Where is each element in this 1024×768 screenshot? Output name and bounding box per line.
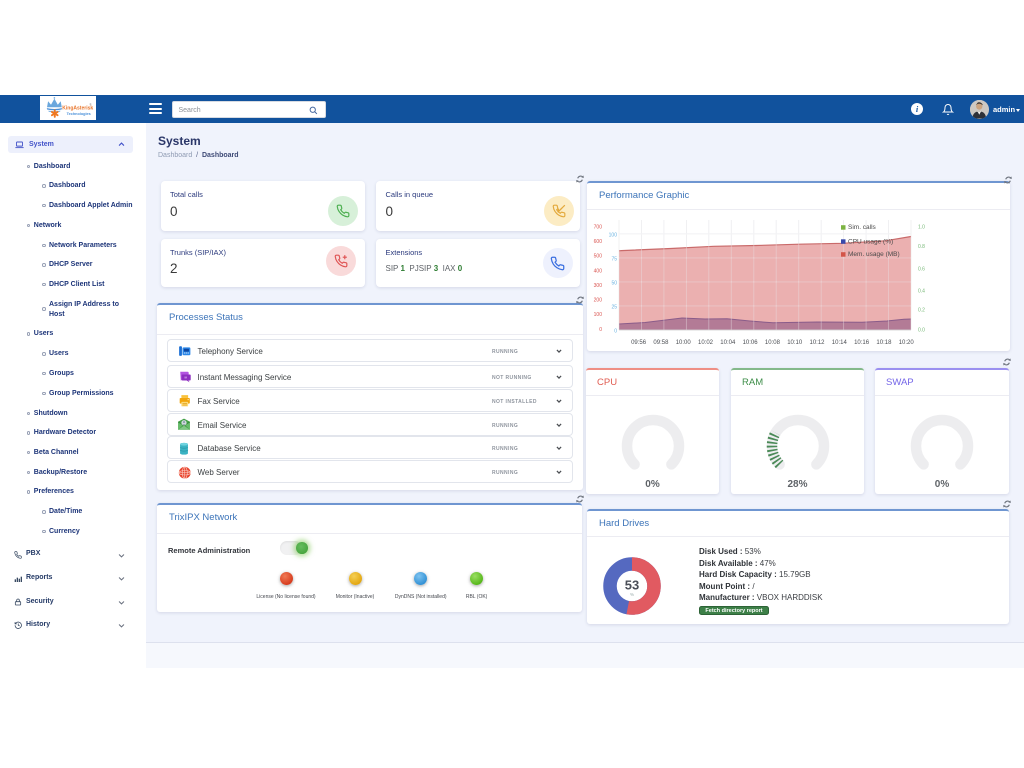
svg-text:Sim. calls: Sim. calls: [848, 224, 877, 231]
svg-text:500: 500: [594, 254, 603, 260]
svg-text:10:04: 10:04: [720, 340, 736, 346]
svg-text:Technologies: Technologies: [67, 112, 91, 116]
svg-text:0.0: 0.0: [918, 328, 925, 334]
svg-text:09:58: 09:58: [653, 340, 669, 346]
svg-text:0.8: 0.8: [918, 244, 925, 250]
svg-text:®: ®: [90, 103, 92, 107]
svg-text:25: 25: [611, 305, 617, 311]
svg-text:0: 0: [614, 329, 617, 335]
svg-text:1.0: 1.0: [918, 224, 925, 230]
svg-text:KingAsterisk: KingAsterisk: [62, 106, 93, 112]
svg-text:200: 200: [594, 298, 603, 304]
svg-text:300: 300: [594, 283, 603, 289]
svg-text:50: 50: [611, 281, 617, 287]
svg-text:10:20: 10:20: [899, 340, 915, 346]
svg-text:53: 53: [625, 578, 639, 593]
svg-text:10:14: 10:14: [832, 340, 848, 346]
svg-text:100: 100: [609, 233, 618, 239]
svg-text:10:16: 10:16: [854, 340, 870, 346]
svg-text:%: %: [630, 592, 634, 597]
svg-text:600: 600: [594, 239, 603, 245]
svg-text:10:02: 10:02: [698, 340, 714, 346]
svg-text:700: 700: [594, 224, 603, 230]
svg-text:400: 400: [594, 268, 603, 274]
svg-text:Mem. usage (MB): Mem. usage (MB): [848, 251, 900, 258]
svg-text:0: 0: [599, 327, 602, 333]
svg-text:10:10: 10:10: [787, 340, 803, 346]
svg-text:10:06: 10:06: [743, 340, 759, 346]
svg-text:10:08: 10:08: [765, 340, 781, 346]
svg-text:0.6: 0.6: [918, 266, 925, 272]
svg-text:0.2: 0.2: [918, 308, 925, 314]
svg-text:10:00: 10:00: [676, 340, 692, 346]
svg-text:75: 75: [611, 257, 617, 263]
svg-text:10:12: 10:12: [809, 340, 825, 346]
svg-text:10:18: 10:18: [876, 340, 892, 346]
svg-text:CPU usage (%): CPU usage (%): [848, 238, 893, 245]
svg-text:IM: IM: [184, 377, 187, 380]
svg-text:09:56: 09:56: [631, 340, 647, 346]
svg-text:0.4: 0.4: [918, 289, 925, 295]
svg-text:100: 100: [594, 312, 603, 318]
